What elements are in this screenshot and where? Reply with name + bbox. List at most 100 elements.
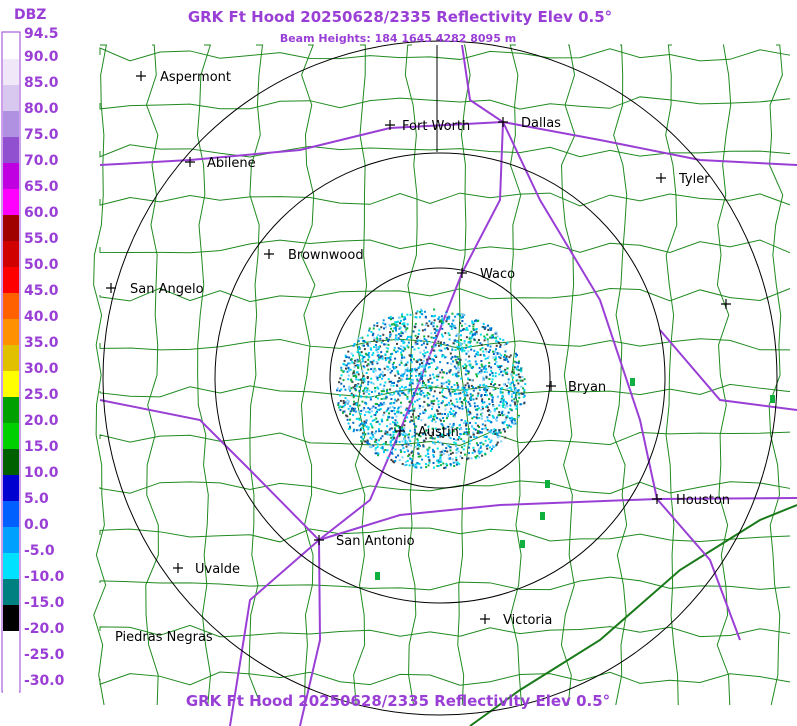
echo-pixel [503,370,506,373]
echo-pixel [485,436,488,439]
echo-pixel [495,431,498,434]
echo-pixel [442,452,445,455]
echo-pixel [342,405,345,408]
echo-pixel [481,398,484,401]
echo-pixel [498,368,501,371]
highway [318,497,797,541]
county-line [99,431,791,446]
echo-pixel [393,409,396,412]
echo-pixel [515,407,518,410]
echo-pixel [404,326,407,329]
echo-pixel [448,383,451,386]
echo-pixel [443,341,446,344]
echo-pixel [461,405,464,408]
echo-pixel [366,389,369,392]
echo-pixel [510,420,513,423]
echo-pixel [496,396,499,399]
echo-pixel [354,374,357,377]
echo-pixel [492,432,495,435]
echo-pixel [359,412,362,415]
echo-pixel [395,329,397,332]
echo-pixel [463,393,466,396]
echo-pixel [356,358,359,361]
echo-pixel [355,388,357,391]
echo-pixel [389,440,392,443]
echo-pixel [456,345,459,348]
echo-pixel [465,364,468,367]
echo-pixel [423,411,426,414]
echo-pixel [356,350,359,353]
echo-pixel [340,366,343,369]
echo-pixel [426,341,429,344]
echo-pixel [415,416,418,419]
echo-pixel [377,358,380,361]
echo-pixel [469,436,472,439]
echo-pixel [488,410,491,413]
echo-pixel [362,365,365,368]
echo-pixel [494,388,497,390]
echo-pixel [447,413,450,416]
echo-pixel [411,369,414,372]
echo-pixel [361,336,364,339]
echo-pixel [454,355,457,358]
echo-pixel [397,411,400,414]
echo-pixel [444,404,447,407]
echo-pixel [352,386,355,389]
echo-pixel [407,443,410,446]
echo-pixel [429,416,432,419]
echo-pixel [467,457,470,460]
echo-pixel [417,418,420,420]
city-label: Brownwood [288,248,364,263]
echo-pixel [368,356,371,359]
echo-pixel [350,387,353,390]
echo-pixel [397,407,399,410]
county-line [560,44,576,706]
echo-pixel [454,411,457,414]
echo-pixel [478,386,481,389]
echo-pixel [502,403,505,406]
echo-pixel [487,430,490,433]
echo-pixel [494,363,497,365]
echo-pixel [415,425,417,428]
echo-pixel [428,461,431,464]
echo-pixel [455,456,458,459]
echo-pixel [383,367,386,370]
echo-pixel [386,419,389,421]
echo-pixel [467,360,470,363]
coastline [469,504,797,726]
echo-pixel [364,433,367,436]
echo-pixel [404,394,407,396]
echo-pixel [424,368,427,371]
echo-pixel [490,383,492,386]
echo-pixel [441,391,443,394]
echo-pixel [438,391,441,394]
echo-pixel [483,389,486,392]
echo-pixel [386,433,389,436]
echo-pixel [345,356,348,359]
echo-pixel [476,341,479,344]
echo-pixel [450,412,453,415]
echo-pixel [409,354,412,357]
echo-pixel [398,363,401,366]
legend-swatch [3,163,19,189]
echo-pixel [478,389,481,392]
echo-pixel [401,378,404,381]
echo-pixel [370,381,373,384]
echo-pixel [468,325,471,327]
echo-pixel [423,400,426,403]
echo-pixel [388,361,391,364]
echo-pixel [357,378,360,381]
echo-pixel [362,375,365,377]
echo-pixel [448,457,451,460]
echo-pixel [434,314,436,317]
echo-pixel [352,421,355,424]
echo-pixel [468,403,471,405]
echo-pixel [505,404,508,407]
echo-pixel [375,349,378,352]
echo-pixel [458,346,461,348]
echo-pixel [491,378,494,381]
echo-pixel [472,322,475,324]
echo-pixel [400,334,403,337]
echo-pixel [515,379,518,382]
echo-pixel [384,430,387,433]
